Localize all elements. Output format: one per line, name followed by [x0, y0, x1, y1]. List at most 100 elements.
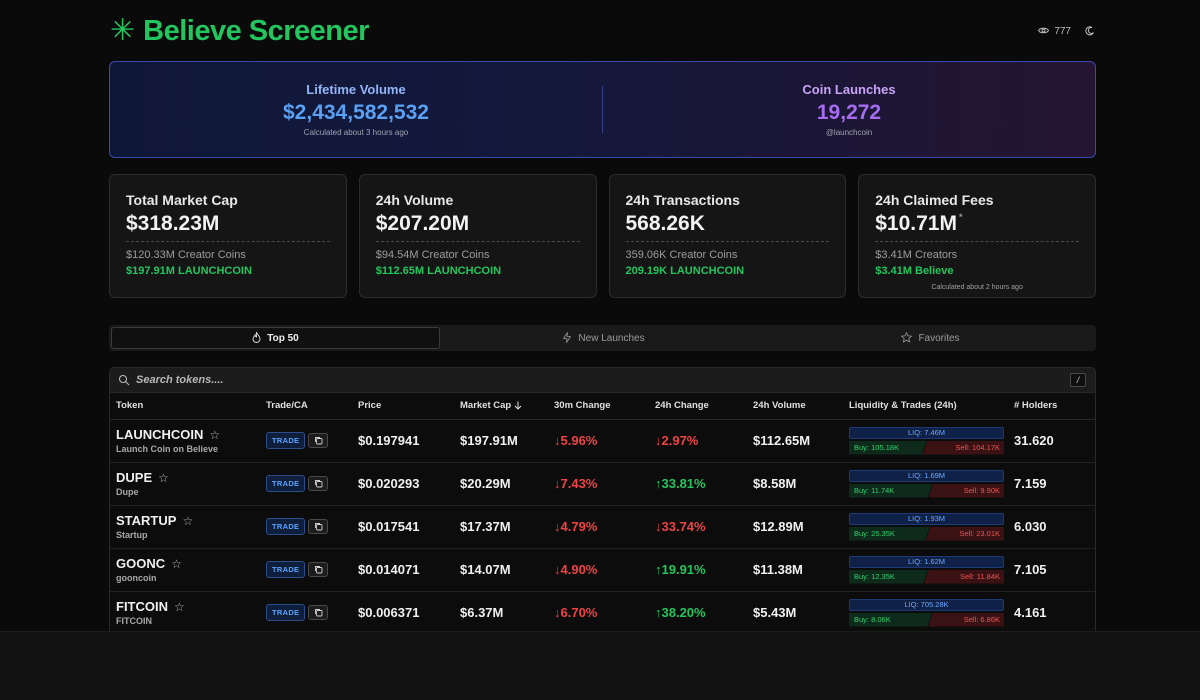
column-header-trade: Trade/CA	[260, 393, 352, 420]
liquidity-value: LIQ: 1.69M	[849, 469, 1004, 482]
copy-address-icon[interactable]	[308, 561, 329, 577]
stat-card-24h-volume: 24h Volume $207.20M $94.54M Creator Coin…	[358, 174, 597, 298]
change-24h-cell: ↑33.81%	[649, 462, 747, 506]
table-row[interactable]: DUPE ☆ Dupe TRADE $0.020293 $20.29M ↓7.43…	[110, 462, 1095, 506]
token-symbol-line: GOONC ☆	[116, 556, 260, 571]
holders-cell: 7.105	[1008, 548, 1095, 592]
favorite-star-icon[interactable]: ☆	[174, 599, 185, 614]
trade-button[interactable]: TRADE	[266, 431, 306, 449]
token-symbol[interactable]: DUPE	[116, 470, 153, 485]
stat-creator-line: $120.33M Creator Coins	[126, 249, 246, 261]
change-24h-value: ↓2.97%	[655, 432, 699, 448]
buy-count: Buy: 105.18K	[849, 440, 927, 455]
holders-cell: 4.161	[1008, 591, 1095, 631]
column-header-token[interactable]: Token	[110, 393, 260, 420]
token-cell: LAUNCHCOIN ☆ Launch Coin on Believe	[110, 419, 260, 463]
stat-label: 24h Volume	[375, 192, 454, 208]
column-header-24h-change[interactable]: 24h Change	[649, 393, 747, 420]
brand[interactable]: ✳ Believe Screener	[110, 15, 369, 48]
divider	[875, 241, 1079, 242]
stat-value-text: $10.71M	[875, 212, 957, 235]
favorite-star-icon[interactable]: ☆	[171, 556, 182, 571]
copy-address-icon[interactable]	[308, 518, 329, 534]
token-cell: DUPE ☆ Dupe	[110, 462, 260, 506]
liquidity-cell: LIQ: 1.62M Buy: 12.35K Sell: 11.84K	[843, 548, 1008, 592]
token-cell: STARTUP ☆ Startup	[110, 505, 260, 549]
buy-count: Buy: 12.35K	[849, 569, 928, 584]
price-cell: $0.197941	[352, 419, 454, 463]
tab-new-launches[interactable]: New Launches	[440, 327, 767, 349]
token-symbol[interactable]: GOONC	[116, 556, 166, 571]
column-header-market-cap[interactable]: Market Cap	[454, 393, 548, 420]
trade-button[interactable]: TRADE	[266, 560, 306, 578]
lifetime-volume-note: Calculated about 3 hours ago	[303, 128, 409, 137]
market-cap-cell: $6.37M	[454, 591, 548, 631]
change-30m-cell: ↓4.90%	[548, 548, 649, 592]
volume-cell: $112.65M	[747, 419, 843, 463]
hero-divider	[602, 86, 603, 133]
column-header-price[interactable]: Price	[352, 393, 454, 420]
favorite-star-icon[interactable]: ☆	[182, 513, 194, 528]
trades-split-bar: Buy: 25.35K Sell: 23.01K	[849, 526, 1004, 541]
token-symbol[interactable]: LAUNCHCOIN	[116, 427, 204, 442]
stat-card-claimed-fees: 24h Claimed Fees $10.71M * $3.41M Creator…	[858, 174, 1096, 298]
liquidity-widget: LIQ: 7.46M Buy: 105.18K Sell: 104.17K	[849, 426, 1004, 455]
column-header-liquidity[interactable]: Liquidity & Trades (24h)	[843, 393, 1008, 420]
column-header-24h-volume[interactable]: 24h Volume	[747, 393, 843, 420]
trade-button[interactable]: TRADE	[266, 603, 306, 621]
change-24h-value: ↑38.20%	[655, 604, 706, 620]
table-row[interactable]: STARTUP ☆ Startup TRADE $0.017541 $17.37M…	[110, 505, 1095, 549]
stat-value: $207.20M	[375, 212, 470, 235]
buy-count: Buy: 8.06K	[849, 612, 933, 627]
token-symbol[interactable]: FITCOIN	[116, 599, 168, 614]
trade-cell: TRADE	[260, 505, 352, 549]
column-header-30m-change[interactable]: 30m Change	[548, 393, 649, 420]
star-icon	[901, 332, 913, 343]
price-cell: $0.014071	[352, 548, 454, 592]
token-name: Startup	[116, 530, 148, 540]
stat-cards: Total Market Cap $318.23M $120.33M Creat…	[109, 174, 1096, 298]
moon-icon[interactable]	[1085, 26, 1095, 37]
change-24h-cell: ↓2.97%	[649, 419, 747, 463]
search-icon	[118, 371, 130, 389]
buy-count: Buy: 25.35K	[849, 526, 930, 541]
trade-button[interactable]: TRADE	[266, 474, 306, 492]
column-header-holders[interactable]: # Holders	[1008, 393, 1095, 420]
sort-arrow-down-icon	[514, 400, 522, 411]
liquidity-cell: LIQ: 1.93M Buy: 25.35K Sell: 23.01K	[843, 505, 1008, 549]
token-symbol-line: FITCOIN ☆	[116, 599, 260, 614]
copy-address-icon[interactable]	[308, 475, 329, 491]
search-input[interactable]	[136, 374, 936, 386]
table-row[interactable]: LAUNCHCOIN ☆ Launch Coin on Believe TRADE…	[110, 419, 1095, 463]
change-30m-value: ↓4.90%	[554, 561, 598, 577]
stat-card-market-cap: Total Market Cap $318.23M $120.33M Creat…	[109, 174, 347, 298]
liquidity-cell: LIQ: 1.69M Buy: 11.74K Sell: 9.90K	[843, 462, 1008, 506]
table-row[interactable]: FITCOIN ☆ FITCOIN TRADE $0.006371 $6.37M …	[110, 591, 1095, 631]
stat-creators-line: $3.41M Creators	[875, 249, 958, 261]
coin-launches-handle[interactable]: @launchcoin	[825, 128, 873, 137]
tab-favorites[interactable]: Favorites	[767, 327, 1094, 349]
token-symbol[interactable]: STARTUP	[116, 513, 177, 528]
tab-top-50[interactable]: Top 50	[111, 327, 440, 349]
change-30m-value: ↓6.70%	[554, 604, 598, 620]
change-24h-cell: ↑38.20%	[649, 591, 747, 631]
trades-split-bar: Buy: 11.74K Sell: 9.90K	[849, 483, 1004, 498]
price-cell: $0.020293	[352, 462, 454, 506]
liquidity-value: LIQ: 7.46M	[849, 426, 1004, 439]
change-24h-cell: ↑19.91%	[649, 548, 747, 592]
stat-launchcoin-line: $112.65M LAUNCHCOIN	[375, 265, 502, 277]
flame-icon	[252, 332, 261, 344]
stat-believe-line: $3.41M Believe	[875, 265, 954, 277]
market-cap-cell: $20.29M	[454, 462, 548, 506]
favorite-star-icon[interactable]: ☆	[209, 427, 221, 442]
header-actions: 777	[1038, 26, 1095, 37]
token-symbol-line: LAUNCHCOIN ☆	[116, 427, 260, 442]
favorite-star-icon[interactable]: ☆	[158, 470, 169, 485]
stat-footnote: Calculated about 2 hours ago	[931, 284, 1023, 291]
view-count: 777	[1054, 25, 1071, 37]
table-row[interactable]: GOONC ☆ gooncoin TRADE $0.014071 $14.07M …	[110, 548, 1095, 592]
token-name: FITCOIN	[116, 616, 152, 626]
trade-button[interactable]: TRADE	[266, 517, 306, 535]
copy-address-icon[interactable]	[308, 432, 329, 448]
copy-address-icon[interactable]	[308, 604, 329, 620]
